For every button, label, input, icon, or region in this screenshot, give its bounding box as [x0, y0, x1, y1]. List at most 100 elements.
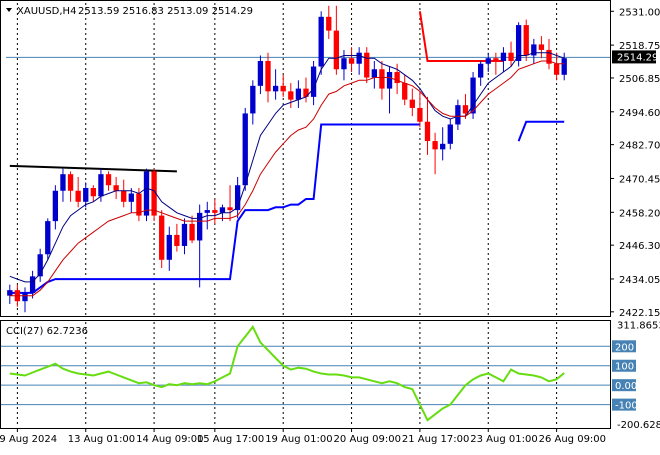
candle-body — [485, 58, 491, 64]
candle-body — [265, 60, 271, 92]
candle-body — [22, 292, 28, 302]
candle-body — [493, 58, 499, 61]
time-tick-label: 13 Aug 01:00 — [68, 434, 135, 445]
candle-body — [143, 171, 150, 216]
price-tick-label: 2422.15 — [619, 308, 660, 319]
candle-body — [257, 60, 264, 86]
cci-levels — [1, 345, 610, 406]
cci-tick-label: 0.00 — [615, 381, 637, 392]
price-tick-label: 2506.85 — [619, 74, 660, 85]
candle-body — [364, 52, 370, 78]
candle-body — [250, 85, 256, 114]
current-price-label: 2514.29 — [617, 52, 658, 63]
candle-body — [310, 66, 317, 97]
moving-averages — [9, 52, 565, 297]
candle-body — [83, 187, 89, 202]
cci-tick-label: 311.8653 — [617, 321, 660, 332]
candle-body — [447, 124, 453, 144]
ema-slow-line — [9, 60, 565, 297]
cci-level-badge — [612, 340, 636, 353]
candle-body — [234, 185, 241, 211]
indicator-panel-frame — [0, 320, 611, 429]
candle-body — [280, 85, 286, 92]
candle-body — [204, 210, 210, 213]
cci-label: CCI(27) 62.7236 — [6, 326, 88, 337]
candle-body — [462, 105, 469, 114]
candle-body — [7, 290, 13, 296]
candle-body — [29, 276, 36, 293]
candle-body — [75, 190, 81, 202]
candle-body — [174, 234, 180, 246]
time-tick-label: 14 Aug 09:00 — [136, 434, 203, 445]
candle-body — [67, 174, 74, 191]
candle-body — [227, 207, 233, 211]
candle-body — [432, 141, 438, 150]
candle-body — [272, 85, 279, 92]
trailing-stop-lines — [9, 11, 565, 294]
candle-body — [37, 254, 43, 277]
candle-body — [326, 16, 332, 31]
candle-body — [402, 83, 408, 100]
candle-body — [561, 58, 567, 75]
stop-line-up-2 — [517, 120, 565, 142]
candle-body — [288, 91, 294, 100]
candle-body — [386, 72, 393, 89]
candle-body — [128, 193, 134, 202]
cci-level-badge — [612, 398, 636, 411]
candle-body — [181, 223, 188, 246]
candles — [7, 5, 567, 313]
current-price-badge — [612, 50, 656, 64]
candle-body — [242, 113, 248, 186]
ohlc-label: 2513.59 2516.83 2513.09 2514.29 — [78, 6, 253, 17]
candle-body — [440, 143, 446, 150]
price-tick-label: 2518.75 — [619, 41, 660, 52]
candle-body — [371, 69, 377, 78]
time-tick-label: 15 Aug 17:00 — [197, 434, 264, 445]
price-grid — [6, 3, 610, 426]
price-tick-label: 2458.20 — [619, 208, 660, 219]
price-tick-label: 2434.05 — [619, 275, 660, 286]
candle-body — [159, 215, 165, 260]
candle-body — [394, 72, 400, 84]
candle-body — [166, 234, 172, 260]
time-tick-label: 20 Aug 09:00 — [334, 434, 401, 445]
price-tick-label: 2482.70 — [619, 141, 660, 152]
candle-body — [424, 121, 431, 142]
candle-body — [303, 88, 309, 97]
collapse-arrow-icon[interactable] — [6, 8, 12, 12]
candle-body — [409, 99, 415, 108]
price-tick-label: 2446.30 — [619, 241, 660, 252]
cci-series — [9, 325, 565, 422]
price-axis: 2531.00 2518.75 2506.85 2494.60 2482.70 2470.… — [610, 7, 660, 319]
candle-body — [348, 58, 355, 64]
candle-body — [356, 52, 362, 64]
price-tick-label: 2494.60 — [619, 108, 660, 119]
cci-level-badge — [612, 359, 636, 372]
candle-body — [379, 69, 385, 89]
candle-body — [333, 30, 340, 70]
stop-line-down — [418, 11, 504, 62]
cci-tick-label: -200.6281 — [617, 420, 660, 431]
candle-body — [455, 105, 461, 125]
candle-body — [318, 16, 324, 67]
cci-tick-label: 200 — [615, 342, 634, 353]
candle-body — [60, 174, 66, 191]
cci-axis: 311.8653 200 100 0.00 -100 -200.6281 — [612, 321, 660, 431]
candle-body — [90, 187, 96, 197]
candle-body — [212, 210, 218, 213]
candle-body — [523, 25, 529, 56]
candle-body — [531, 44, 537, 56]
candle-body — [295, 88, 302, 100]
candle-body — [98, 174, 104, 197]
candle-body — [45, 221, 51, 255]
candle-body — [136, 193, 142, 216]
candle-body — [341, 58, 347, 70]
time-tick-label: 21 Aug 17:00 — [402, 434, 469, 445]
candle-body — [515, 25, 522, 61]
ema-fast-line — [9, 52, 565, 283]
price-tick-label: 2470.45 — [619, 174, 660, 185]
candle-body — [219, 207, 226, 213]
candle-body — [553, 63, 560, 75]
